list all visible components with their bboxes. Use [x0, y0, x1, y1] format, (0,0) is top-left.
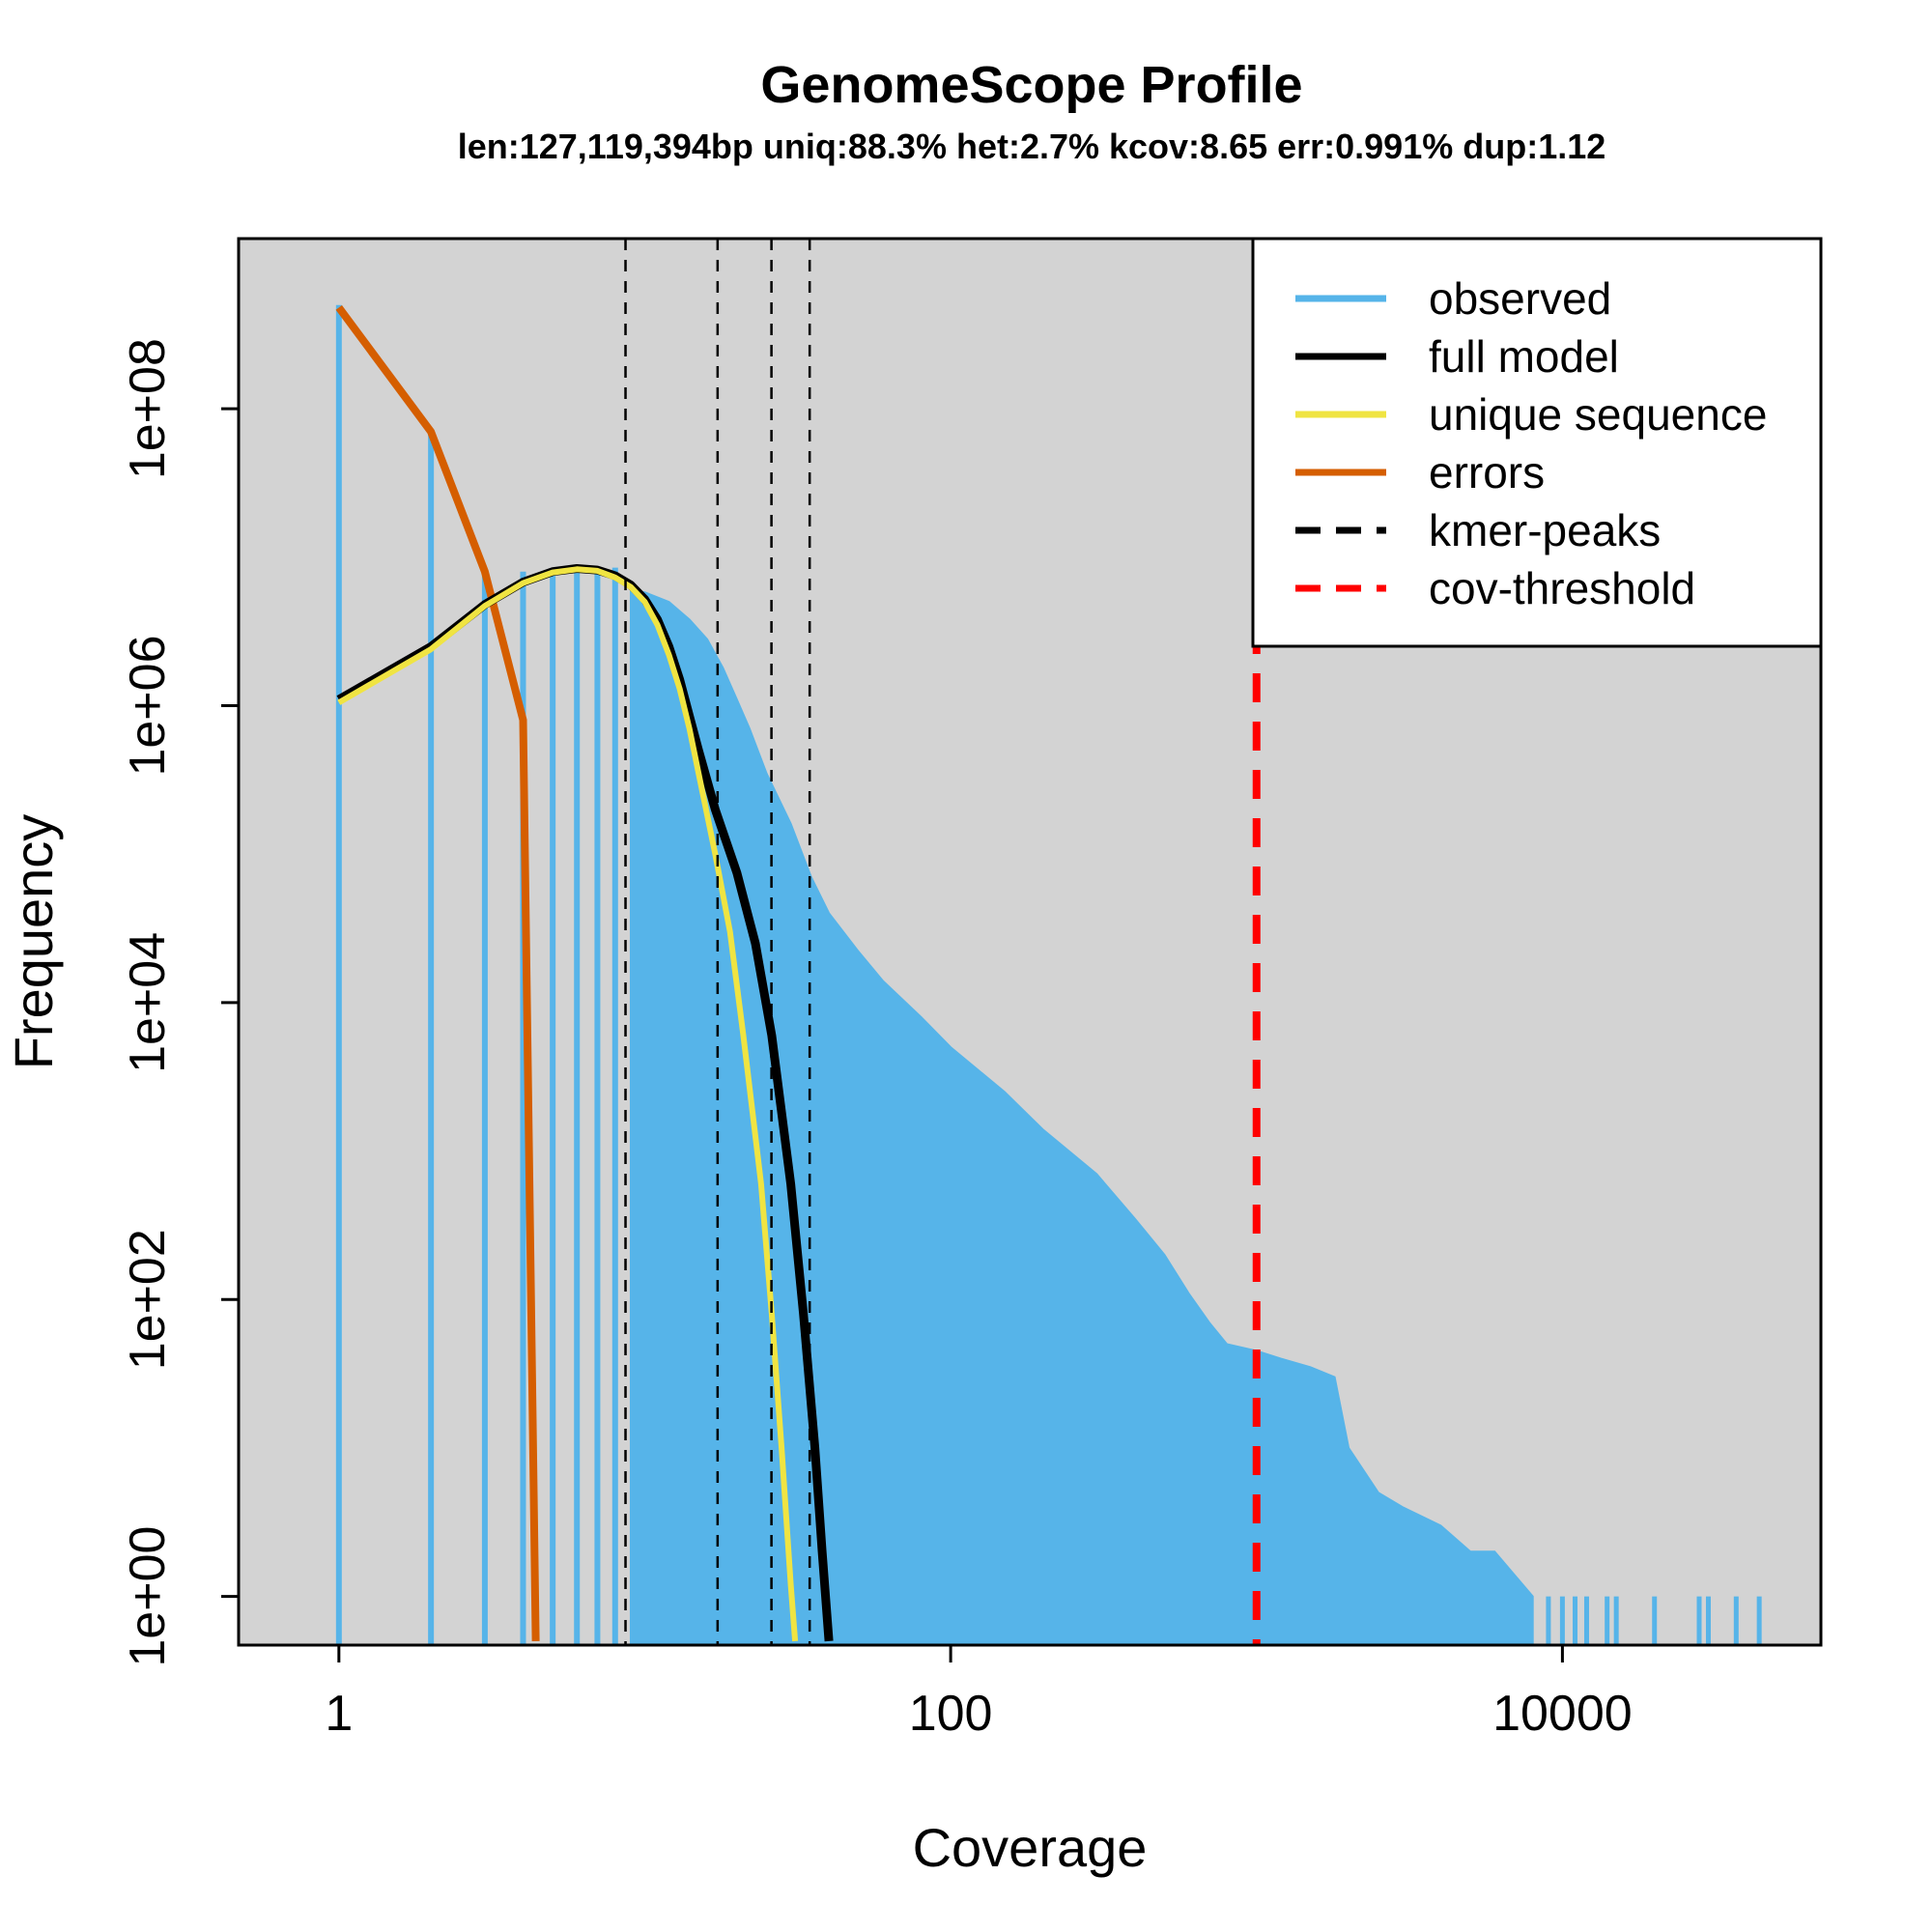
plot-frame — [237, 237, 1823, 1647]
x-tick-label: 10000 — [1492, 1686, 1633, 1742]
errors-curve — [335, 305, 540, 1641]
chart-title: GenomeScope Profile — [760, 56, 1302, 114]
legend: observed full model unique sequence errors k… — [1251, 237, 1823, 648]
chart-subtitle: len:127,119,394bp uniq:88.3% het:2.7% kc… — [458, 127, 1606, 166]
model-curves — [335, 305, 834, 1642]
kmer-peak-lines — [624, 239, 811, 1645]
legend-label-cov_threshold: cov-threshold — [1429, 563, 1695, 613]
observed-series — [335, 304, 1762, 1645]
legend-label-unique_sequence: unique sequence — [1429, 389, 1767, 440]
unique-sequence-curve — [337, 566, 799, 1642]
legend-label-observed: observed — [1429, 273, 1611, 324]
y-tick-label: 1e+08 — [120, 338, 176, 479]
x-tick-label: 1 — [325, 1686, 353, 1742]
y-tick-label: 1e+06 — [120, 635, 176, 776]
y-axis-label: Frequency — [3, 814, 64, 1070]
legend-label-full_model: full model — [1429, 331, 1619, 382]
x-tick-label: 100 — [909, 1686, 993, 1742]
x-axis: 1 100 10000 — [325, 1645, 1633, 1742]
y-tick-label: 1e+00 — [120, 1526, 176, 1667]
legend-box — [1251, 237, 1823, 648]
y-axis: 1e+00 1e+02 1e+04 1e+06 1e+08 — [120, 338, 239, 1667]
observed-area — [629, 588, 1534, 1645]
y-tick-label: 1e+04 — [120, 932, 176, 1073]
x-axis-label: Coverage — [913, 1817, 1148, 1878]
legend-label-errors: errors — [1429, 447, 1545, 497]
y-tick-label: 1e+02 — [120, 1229, 176, 1370]
legend-label-kmer_peaks: kmer-peaks — [1429, 505, 1661, 555]
